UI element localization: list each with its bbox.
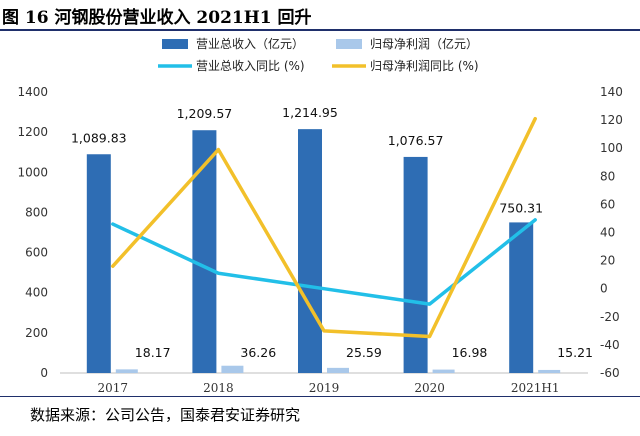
y-left-tick-label: 400 bbox=[25, 286, 48, 300]
revenue-data-label: 1,089.83 bbox=[71, 130, 127, 145]
y-right-tick-label: -60 bbox=[600, 366, 620, 380]
y-right-tick-label: 120 bbox=[600, 113, 623, 127]
combo-chart: 0 200 400 600 800 1000 1200 1400 -60 -40 -20 0 20 40 6… bbox=[17, 36, 623, 395]
y-left-tick-label: 600 bbox=[25, 246, 48, 260]
profit-bar bbox=[115, 369, 138, 373]
legend-label: 营业总收入（亿元） bbox=[196, 36, 304, 51]
profit-bar bbox=[432, 369, 455, 373]
revenue-bar bbox=[509, 222, 534, 373]
footer-rule bbox=[0, 396, 640, 397]
y-left-tick-label: 200 bbox=[25, 326, 48, 340]
revenue-data-label: 1,214.95 bbox=[282, 105, 338, 120]
revenue-bar bbox=[86, 154, 111, 373]
profit-data-label: 16.98 bbox=[452, 345, 488, 360]
y-left-tick-label: 0 bbox=[40, 366, 48, 380]
legend-label: 归母净利润同比 (%) bbox=[370, 59, 479, 73]
profit-data-label: 15.21 bbox=[557, 345, 593, 360]
y-right-tick-label: 140 bbox=[600, 85, 623, 99]
legend-swatch-bar bbox=[336, 39, 362, 49]
y-right-tick-label: 20 bbox=[600, 254, 615, 268]
legend-label: 营业总收入同比 (%) bbox=[196, 59, 305, 73]
profit-bar bbox=[221, 365, 244, 373]
y-left-tick-label: 1400 bbox=[17, 85, 48, 99]
revenue-data-label: 1,209.57 bbox=[177, 106, 233, 121]
x-tick-label: 2021H1 bbox=[511, 381, 560, 395]
y-right-tick-label: 100 bbox=[600, 141, 623, 155]
profit-data-label: 25.59 bbox=[346, 345, 382, 360]
revenue-yoy-line bbox=[111, 218, 537, 306]
figure-title-bar: 图 16 河钢股份营业收入 2021H1 回升 bbox=[0, 0, 640, 31]
data-source-note: 数据来源：公司公告，国泰君安证券研究 bbox=[30, 406, 301, 424]
title-rule bbox=[0, 29, 640, 31]
profit-data-label: 18.17 bbox=[135, 345, 171, 360]
revenue-bar bbox=[403, 156, 428, 373]
y-left-tick-label: 1200 bbox=[17, 125, 48, 139]
x-tick-label: 2019 bbox=[309, 381, 340, 395]
legend-label: 归母净利润（亿元） bbox=[370, 36, 478, 51]
x-tick-label: 2018 bbox=[203, 381, 234, 395]
revenue-bar bbox=[298, 129, 322, 373]
profit-bar bbox=[538, 369, 561, 373]
legend-swatch-bar bbox=[162, 39, 188, 49]
y-right-tick-label: 40 bbox=[600, 226, 615, 240]
x-tick-label: 2020 bbox=[414, 381, 445, 395]
y-left-tick-label: 1000 bbox=[17, 165, 48, 179]
y-right-tick-label: 60 bbox=[600, 197, 615, 211]
x-tick-label: 2017 bbox=[98, 381, 129, 395]
y-right-tick-label: 80 bbox=[600, 169, 615, 183]
revenue-bar bbox=[192, 130, 217, 373]
revenue-data-label: 1,076.57 bbox=[388, 133, 444, 148]
profit-yoy-line bbox=[111, 116, 537, 339]
y-right-tick-label: -40 bbox=[600, 338, 620, 352]
profit-bar bbox=[327, 367, 349, 373]
y-left-tick-label: 800 bbox=[25, 205, 48, 219]
revenue-data-label: 750.31 bbox=[499, 200, 543, 215]
y-right-tick-label: 0 bbox=[600, 282, 608, 296]
figure-title: 图 16 河钢股份营业收入 2021H1 回升 bbox=[2, 8, 312, 28]
profit-data-label: 36.26 bbox=[240, 345, 276, 360]
y-right-tick-label: -20 bbox=[600, 310, 620, 324]
